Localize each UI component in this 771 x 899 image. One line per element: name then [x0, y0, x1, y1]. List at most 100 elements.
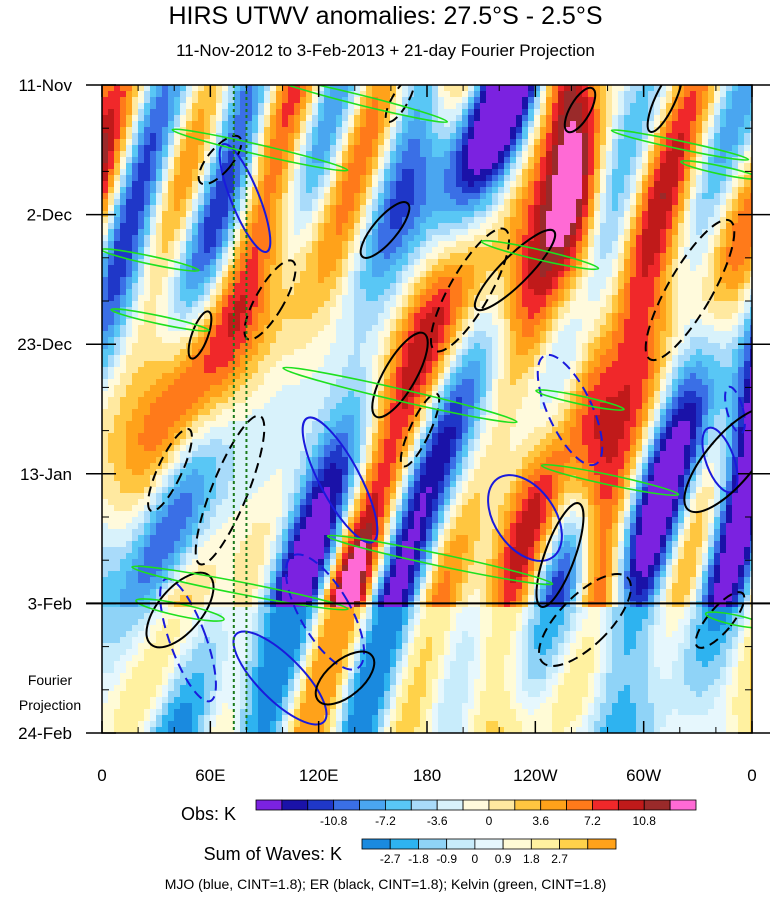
field-cell	[138, 181, 145, 188]
field-cell	[384, 319, 391, 326]
field-cell	[750, 103, 752, 110]
field-cell	[192, 133, 199, 140]
field-cell	[426, 325, 433, 332]
field-cell	[702, 235, 709, 242]
field-cell	[240, 97, 247, 104]
field-cell	[552, 217, 559, 224]
field-cell	[294, 145, 301, 152]
field-cell	[270, 163, 277, 170]
field-cell	[468, 247, 475, 254]
field-cell	[714, 115, 721, 122]
field-cell	[366, 169, 373, 176]
field-cell	[102, 181, 109, 188]
field-cell	[726, 127, 733, 134]
field-cell	[468, 223, 475, 230]
field-cell	[744, 307, 751, 314]
field-cell	[498, 169, 505, 176]
field-cell	[204, 229, 211, 236]
field-cell	[708, 151, 715, 158]
field-cell	[144, 139, 151, 146]
field-cell	[246, 103, 253, 110]
field-cell	[114, 349, 121, 356]
field-cell	[660, 259, 667, 266]
field-cell	[696, 109, 703, 116]
field-cell	[732, 301, 739, 308]
field-cell	[684, 229, 691, 236]
field-cell	[678, 139, 685, 146]
field-cell	[546, 331, 553, 338]
field-cell	[102, 115, 109, 122]
field-cell	[666, 175, 673, 182]
field-cell	[672, 121, 679, 128]
field-cell	[384, 295, 391, 302]
field-cell	[558, 277, 565, 284]
field-cell	[180, 349, 187, 356]
field-cell	[126, 187, 133, 194]
field-cell	[312, 277, 319, 284]
field-cell	[672, 337, 679, 344]
field-cell	[732, 109, 739, 116]
field-cell	[402, 193, 409, 200]
field-cell	[384, 259, 391, 266]
field-cell	[486, 187, 493, 194]
field-cell	[108, 331, 115, 338]
field-cell	[330, 169, 337, 176]
field-cell	[558, 349, 565, 356]
field-cell	[390, 133, 397, 140]
field-cell	[120, 133, 127, 140]
field-cell	[744, 109, 751, 116]
field-cell	[510, 307, 517, 314]
field-cell	[738, 331, 745, 338]
field-cell	[522, 127, 529, 134]
field-cell	[468, 307, 475, 314]
field-cell	[498, 193, 505, 200]
field-cell	[156, 133, 163, 140]
field-cell	[654, 169, 661, 176]
field-cell	[510, 277, 517, 284]
field-cell	[168, 181, 175, 188]
field-cell	[102, 289, 109, 296]
field-cell	[192, 331, 199, 338]
field-cell	[252, 301, 259, 308]
field-cell	[300, 331, 307, 338]
field-cell	[468, 103, 475, 110]
field-cell	[540, 307, 547, 314]
field-cell	[630, 109, 637, 116]
field-cell	[546, 301, 553, 308]
field-cell	[126, 157, 133, 164]
field-cell	[612, 187, 619, 194]
field-cell	[654, 319, 661, 326]
field-cell	[234, 145, 241, 152]
field-cell	[726, 271, 733, 278]
field-cell	[432, 211, 439, 218]
field-cell	[480, 319, 487, 326]
field-cell	[450, 97, 457, 104]
field-cell	[144, 337, 151, 344]
field-cell	[738, 193, 745, 200]
field-cell	[588, 151, 595, 158]
field-cell	[690, 145, 697, 152]
field-cell	[732, 163, 739, 170]
field-cell	[612, 331, 619, 338]
field-cell	[546, 169, 553, 176]
field-cell	[348, 325, 355, 332]
field-cell	[726, 229, 733, 236]
field-cell	[366, 265, 373, 272]
field-cell	[654, 85, 661, 92]
field-cell	[576, 241, 583, 248]
field-cell	[648, 283, 655, 290]
field-cell	[102, 127, 109, 134]
field-cell	[468, 259, 475, 266]
field-cell	[456, 181, 463, 188]
field-cell	[504, 199, 511, 206]
field-cell	[528, 223, 535, 230]
field-cell	[492, 289, 499, 296]
field-cell	[480, 85, 487, 92]
field-cell	[462, 247, 469, 254]
field-cell	[318, 271, 325, 278]
field-cell	[486, 229, 493, 236]
field-cell	[642, 241, 649, 248]
field-cell	[348, 247, 355, 254]
field-cell	[750, 163, 752, 170]
field-cell	[150, 199, 157, 206]
